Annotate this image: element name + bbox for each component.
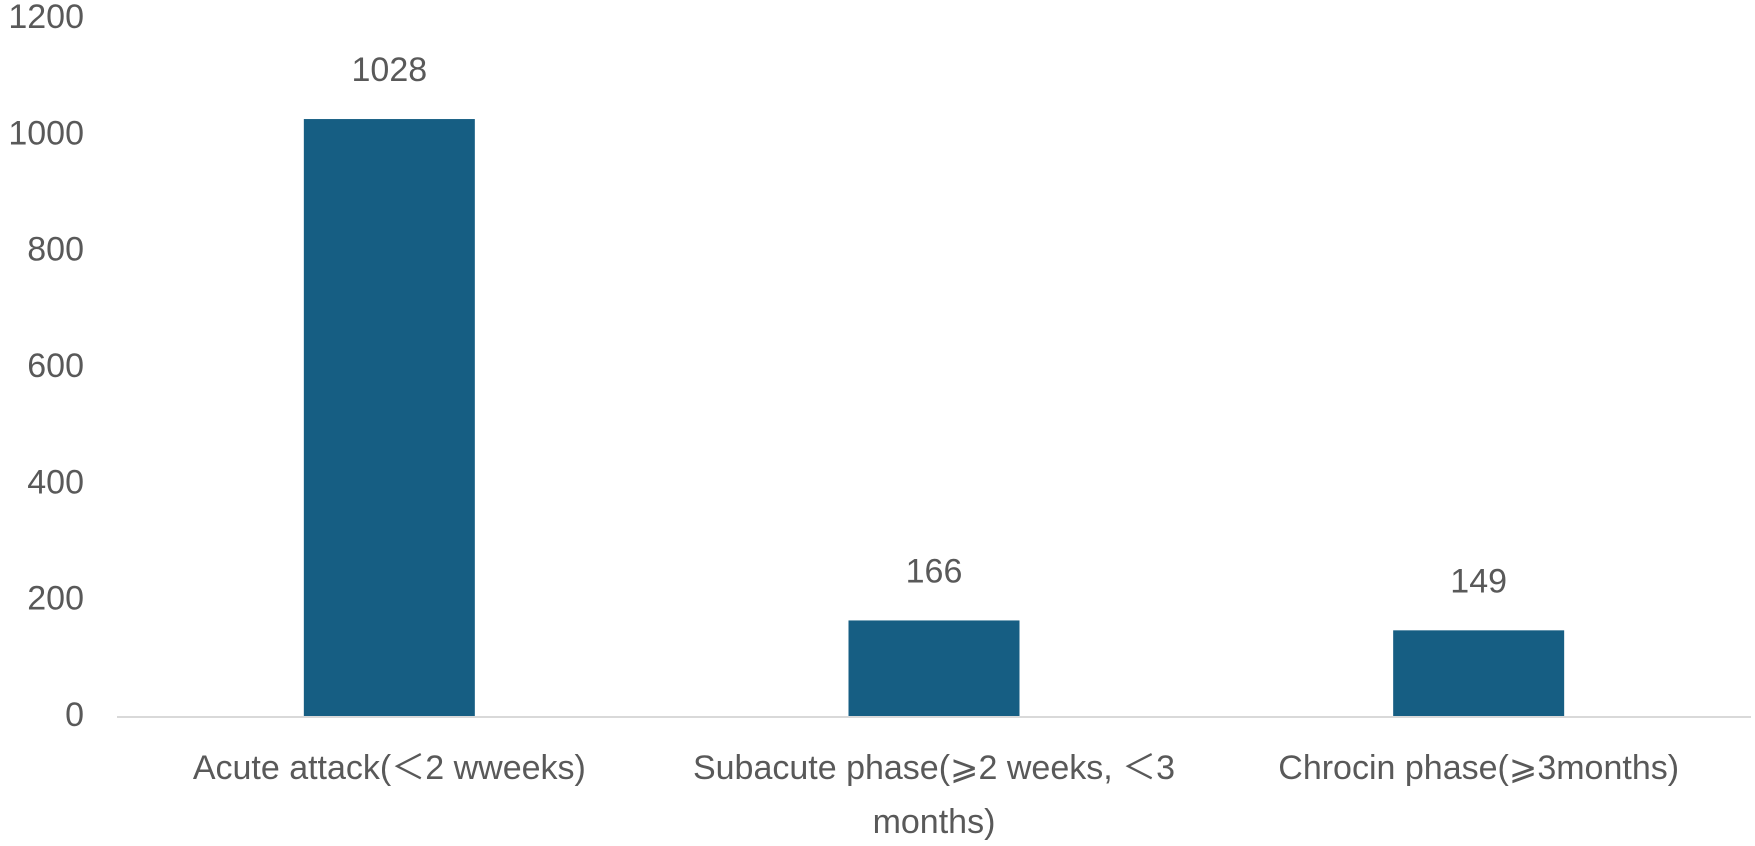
bar: [1393, 630, 1565, 717]
bar: [303, 119, 475, 717]
y-tick-label: 1000: [8, 114, 84, 152]
x-tick-label: Acute attack(＜2 wweeks): [192, 749, 586, 787]
bar: [848, 620, 1020, 717]
value-label: 1028: [352, 51, 428, 89]
y-tick-label: 1200: [8, 0, 84, 36]
x-tick-label: Subacute phase(⩾2 weeks, ＜3 months): [692, 749, 1176, 841]
x-tick-label: Chrocin phase(⩾3months): [1278, 749, 1680, 787]
y-tick-label: 200: [27, 580, 84, 618]
y-tick-label: 800: [27, 231, 84, 269]
y-tick-label: 0: [65, 696, 84, 734]
value-label: 149: [1450, 562, 1507, 600]
value-label: 166: [906, 552, 963, 590]
y-tick-label: 400: [27, 463, 84, 501]
y-tick-label: 600: [27, 347, 84, 385]
